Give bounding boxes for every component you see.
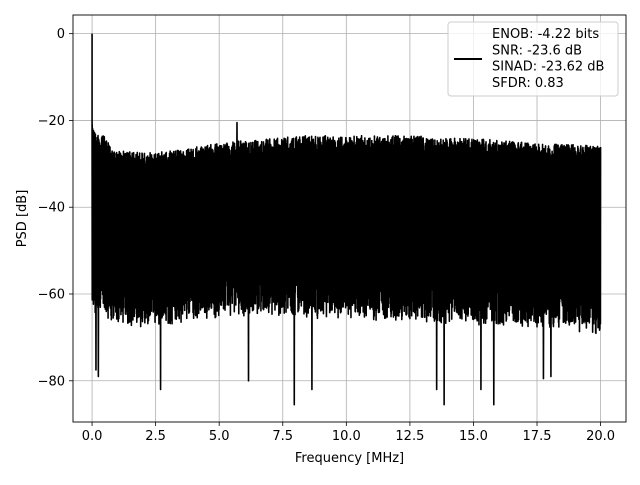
x-axis-label: Frequency [MHz] [295, 451, 404, 466]
y-tick-label: −40 [38, 201, 65, 216]
psd-series [91, 33, 602, 406]
x-axis-ticks: 0.0 2.5 5.0 7.5 10.0 12.5 15.0 17.5 20.0 [82, 422, 615, 444]
x-tick-label: 15.0 [459, 429, 488, 444]
y-tick-label: −80 [38, 374, 65, 389]
y-axis-label: PSD [dB] [15, 190, 30, 248]
x-tick-label: 20.0 [586, 429, 615, 444]
legend-entry-snr: SNR: -23.6 dB [492, 43, 582, 58]
y-tick-label: −60 [38, 287, 65, 302]
x-tick-label: 17.5 [523, 429, 552, 444]
x-tick-label: 7.5 [272, 429, 293, 444]
legend-box [447, 21, 619, 97]
legend-entry-sfdr: SFDR: 0.83 [492, 76, 564, 91]
x-tick-label: 0.0 [82, 429, 103, 444]
legend-entry-sinad: SINAD: -23.62 dB [492, 60, 604, 75]
x-tick-label: 2.5 [145, 429, 166, 444]
y-tick-label: −20 [38, 114, 65, 129]
x-tick-label: 10.0 [332, 429, 361, 444]
y-tick-label: 0 [57, 27, 65, 42]
x-tick-label: 5.0 [209, 429, 230, 444]
x-tick-label: 12.5 [395, 429, 424, 444]
legend: ENOB: -4.22 bits SNR: -23.6 dB SINAD: -2… [447, 21, 619, 97]
plot-frame [72, 14, 627, 423]
y-axis-ticks: 0 −20 −40 −60 −80 [38, 27, 73, 389]
psd-line [91, 33, 602, 406]
legend-entry-enob: ENOB: -4.22 bits [492, 27, 599, 42]
